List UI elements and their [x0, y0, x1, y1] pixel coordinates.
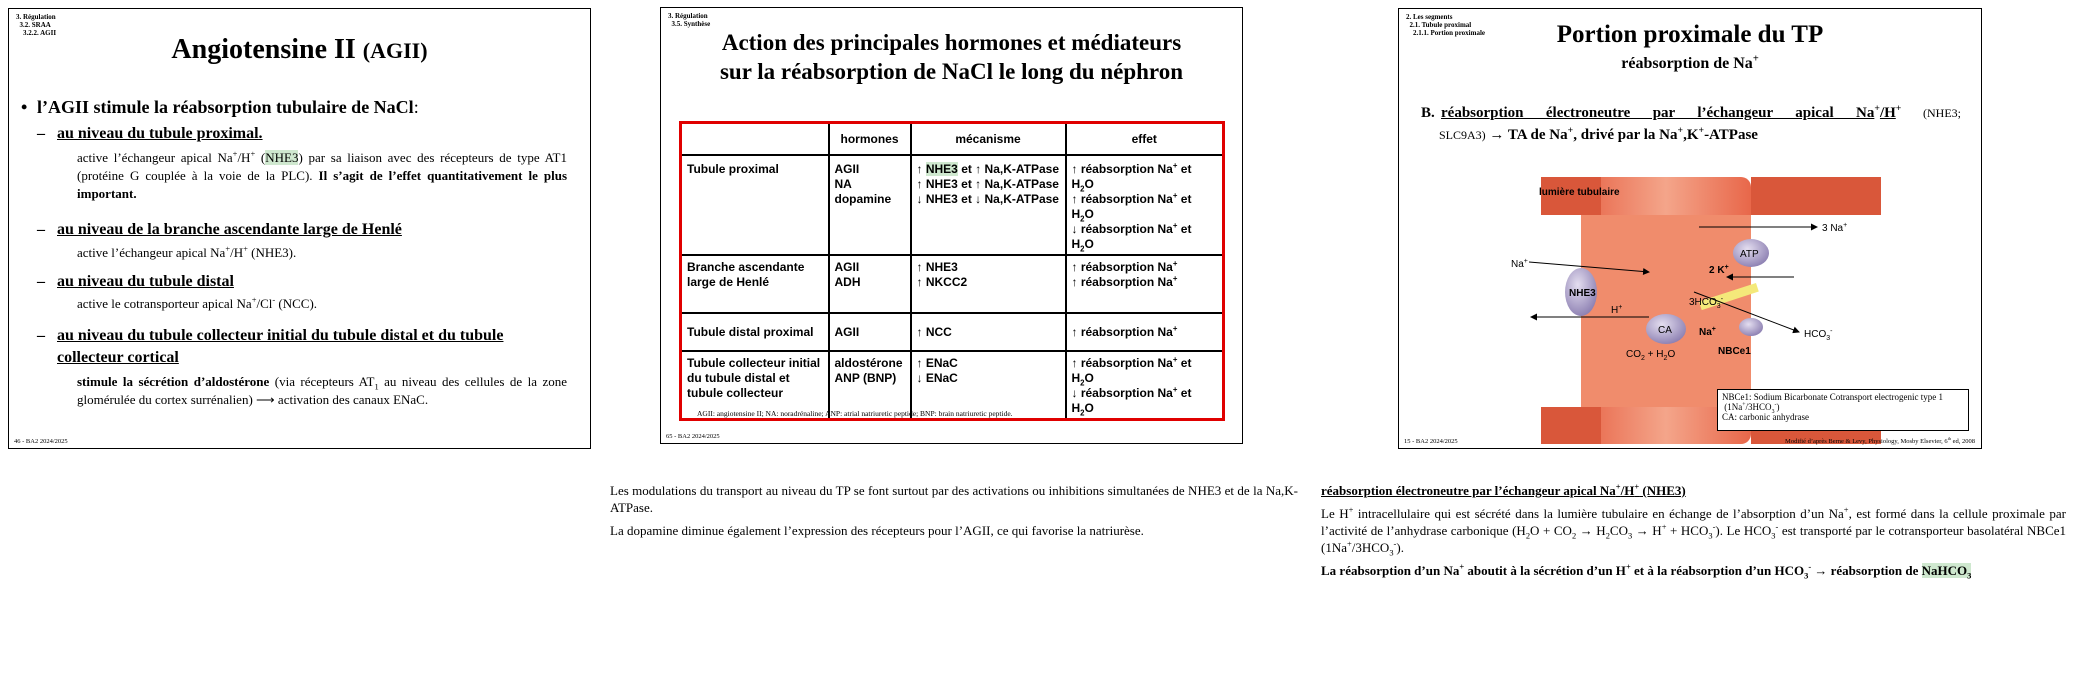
nbce1-channel: [1698, 282, 1759, 311]
hco3-label: HCO3-: [1804, 328, 1833, 342]
atpase-pump: [1733, 239, 1769, 267]
table-header-row: hormones mécanisme effet: [679, 121, 1225, 156]
notes-heading: réabsorption électroneutre par l’échange…: [1321, 481, 1686, 498]
junction-top-right: [1751, 177, 1881, 215]
section-letter: B.: [1421, 105, 1435, 121]
slide-footer: 15 - BA2 2024/2025: [1404, 438, 1458, 445]
section-heading-line2: SLC9A3) → TA de Na+, drivé par la Na+,K+…: [1439, 125, 1758, 143]
table-row: Tubule distal proximal AGII ↑ NCC ↑ réab…: [679, 312, 1225, 352]
slide-title: Action des principales hormones et média…: [719, 30, 1184, 84]
breadcrumb: 3. Régulation 3.2. SRAA 3.2.2. AGII: [16, 13, 57, 37]
slide-title: Portion proximale du TP: [1556, 21, 1824, 48]
proximal-cell-diagram: lumière tubulaire NHE3 Na+ H+ CA CO2 + H…: [1511, 177, 1881, 444]
table-row: Branche ascendante large de Henlé AGII AD…: [679, 254, 1225, 314]
na-in-label: Na+: [1511, 258, 1528, 270]
notes-paragraph: Le H+ intracellulaire qui est sécrété da…: [1321, 504, 2067, 558]
breadcrumb: 2. Les segments 2.1. Tubule proximal 2.1…: [1406, 13, 1486, 37]
nhe3-transporter: [1565, 268, 1597, 316]
text-henle: active l’échangeur apical Na+/H+ (NHE3).: [77, 243, 297, 260]
na-cell-label: Na+: [1699, 326, 1716, 338]
nhe3-label: NHE3: [1569, 288, 1596, 299]
col-header: effet: [1064, 121, 1225, 156]
cytoplasm: [1581, 215, 1751, 407]
lumen-label: lumière tubulaire: [1539, 187, 1620, 198]
main-bullet: • l’AGII stimule la réabsorption tubulai…: [21, 97, 419, 117]
junction-top: [1541, 177, 1601, 215]
slide-title: Angiotensine II (AGII): [171, 34, 428, 65]
co2-h2o-label: CO2 + H2O: [1626, 349, 1675, 362]
text-distal: active le cotransporteur apical Na+/Cl- …: [77, 294, 318, 311]
table-row: Tubule proximal AGII NA dopamine ↑ NHE3 et…: [679, 154, 1225, 256]
notes-right: réabsorption électroneutre par l’échange…: [1321, 482, 2066, 579]
sub-heading-proximal: – au niveau du tubule proximal.: [37, 125, 263, 142]
slide-angiotensine: 3. Régulation 3.2. SRAA 3.2.2. AGII Angi…: [8, 8, 591, 449]
nbce1-label: NBCe1: [1718, 346, 1751, 357]
hormones-table: hormones mécanisme effet Tubule proximal…: [679, 121, 1225, 421]
ca-label: CA: [1658, 325, 1672, 336]
col-header: mécanisme: [909, 121, 1067, 156]
section-heading: réabsorption électroneutre par l’échange…: [1441, 103, 1961, 121]
notes-conclusion: La réabsorption d’un Na+ aboutit à la sé…: [1321, 561, 1972, 581]
slide-portion-proximale: 2. Les segments 2.1. Tubule proximal 2.1…: [1398, 8, 1982, 449]
h-label: H+: [1611, 304, 1622, 316]
diagram-legend: NBCe1: Sodium Bicarbonate Cotransport el…: [1717, 389, 1969, 431]
sub-heading-henle: – au niveau de la branche ascendante larg…: [37, 221, 402, 238]
sub-heading-distal: – au niveau du tubule distal: [37, 273, 234, 290]
atp-label: ATP: [1740, 249, 1759, 260]
slide-footer: 46 - BA2 2024/2025: [14, 438, 68, 445]
hco3-arrow: [1693, 291, 1800, 334]
text-proximal: active l’échangeur apical Na+/H+ (NHE3) …: [77, 148, 568, 201]
text-collecteur: stimule la sécrétion d’aldostérone (via …: [77, 374, 567, 407]
abbreviations: AGII: angiotensine II; NA: noradrénaline…: [697, 409, 1013, 418]
sub-heading-collecteur: – au niveau du tubule collecteur initial …: [37, 327, 504, 366]
breadcrumb: 3. Régulation 3.5. Synthèse: [668, 12, 711, 28]
slide-subtitle: réabsorption de Na+: [1621, 53, 1759, 72]
col-header: hormones: [827, 121, 912, 156]
junction-bottom: [1541, 407, 1601, 444]
slide-footer: 65 - BA2 2024/2025: [666, 433, 720, 440]
three-hco3-label: 3HCO3-: [1689, 296, 1724, 310]
ca-enzyme: [1646, 314, 1686, 344]
na-arrow-in: [1528, 261, 1650, 275]
table-row: Tubule collecteur initial du tubule dist…: [679, 350, 1225, 421]
two-k-label: 2 K+: [1709, 264, 1729, 276]
slide-synthese: 3. Régulation 3.5. Synthèse Action des p…: [660, 7, 1243, 444]
nbce1-transporter: [1739, 318, 1763, 336]
notes-middle: Les modulations du transport au niveau d…: [610, 483, 1298, 538]
slide-source: Modifié d’après Berne & Levy, Physiology…: [1785, 435, 1975, 445]
three-na-label: 3 Na+: [1822, 222, 1847, 234]
